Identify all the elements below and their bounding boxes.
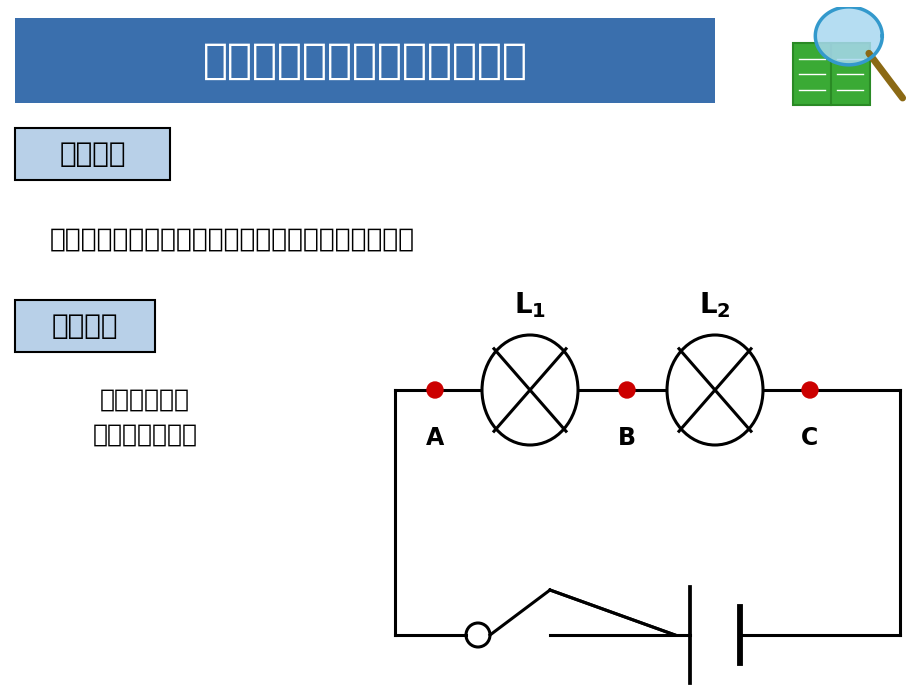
Ellipse shape (666, 335, 762, 445)
Polygon shape (792, 43, 869, 105)
Text: B: B (618, 426, 635, 450)
Text: 并画出电路图。: 并画出电路图。 (93, 423, 198, 447)
FancyBboxPatch shape (15, 18, 714, 103)
Circle shape (426, 382, 443, 398)
Circle shape (618, 382, 634, 398)
Text: 设计实验电路: 设计实验电路 (100, 388, 190, 412)
Text: $\mathbf{L_2}$: $\mathbf{L_2}$ (698, 290, 730, 320)
Ellipse shape (482, 335, 577, 445)
FancyBboxPatch shape (15, 128, 170, 180)
Text: C: C (800, 426, 818, 450)
Text: $\mathbf{L_1}$: $\mathbf{L_1}$ (514, 290, 546, 320)
Text: 设计实验: 设计实验 (51, 312, 119, 340)
FancyBboxPatch shape (15, 300, 154, 352)
Text: A: A (425, 426, 444, 450)
Text: 猜想假设: 猜想假设 (59, 140, 126, 168)
Text: 串联电路中各部分电路的电压与总电压有什么关系？: 串联电路中各部分电路的电压与总电压有什么关系？ (50, 227, 414, 253)
Circle shape (801, 382, 817, 398)
Text: 一、探究串联电路电压的规律: 一、探究串联电路电压的规律 (202, 39, 527, 81)
Polygon shape (814, 7, 881, 65)
